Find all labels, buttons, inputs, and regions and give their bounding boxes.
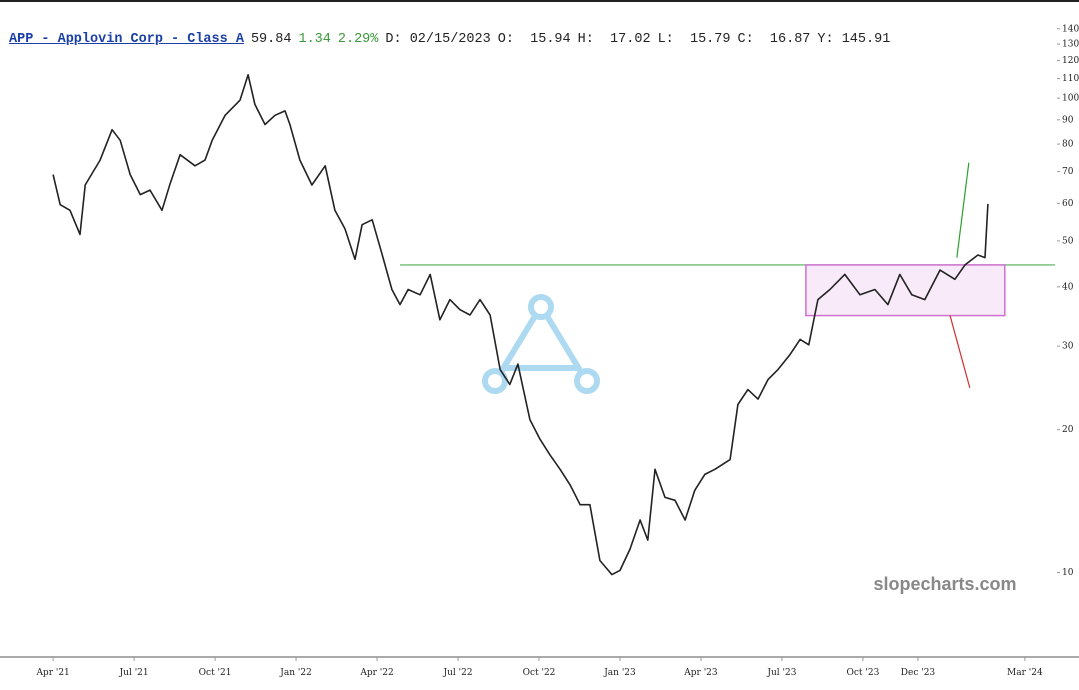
y-tick-label: 80 (1062, 140, 1074, 150)
x-tick-label: Apr '22 (359, 668, 393, 678)
range-box (805, 264, 1006, 317)
y-tick-label: 140 (1062, 24, 1079, 34)
watermark: slopecharts.com (873, 574, 1016, 594)
date: D: 02/15/2023 (385, 32, 491, 47)
y-tick-label: 90 (1062, 115, 1074, 125)
x-tick-label: Dec '23 (901, 668, 936, 678)
x-tick-label: Jul '21 (119, 668, 149, 678)
x-tick-label: Jan '22 (279, 668, 312, 678)
trend-line (949, 315, 971, 389)
x-tick-label: Oct '23 (847, 668, 880, 678)
change-pct: 2.29% (337, 32, 379, 47)
volume: Y: 145.91 (817, 32, 891, 47)
low: L: 15.79 (657, 32, 731, 47)
open: O: 15.94 (497, 32, 571, 47)
y-tick-label: 70 (1062, 167, 1074, 177)
change: 1.34 (298, 32, 331, 47)
x-tick-label: Jul '22 (442, 668, 472, 678)
y-tick-label: 50 (1062, 236, 1074, 246)
x-tick-label: Oct '22 (523, 668, 556, 678)
x-tick-label: Apr '21 (35, 668, 69, 678)
y-tick-label: 40 (1062, 282, 1074, 292)
logo (482, 294, 600, 394)
x-tick-label: Mar '24 (1007, 668, 1043, 678)
y-tick-label: 130 (1062, 40, 1079, 50)
x-tick-label: Oct '21 (199, 668, 232, 678)
x-tick-label: Jan '23 (603, 668, 636, 678)
high: H: 17.02 (577, 32, 651, 47)
header: APP - Applovin Corp - Class A 59.84 1.34 2.… (9, 32, 897, 47)
price-line (52, 74, 989, 576)
y-tick-label: 120 (1062, 56, 1079, 66)
y-tick-label: 60 (1062, 199, 1074, 209)
y-tick-label: 30 (1062, 342, 1074, 352)
y-tick-label: 100 (1062, 94, 1079, 104)
x-tick-label: Apr '23 (683, 668, 718, 678)
last-price: 59.84 (250, 32, 292, 47)
y-tick-label: 110 (1062, 74, 1079, 84)
y-tick-label: 20 (1062, 425, 1074, 435)
x-tick-label: Jul '23 (766, 668, 796, 678)
trend-line (956, 162, 970, 258)
close: C: 16.87 (737, 32, 811, 47)
y-tick-label: 10 (1062, 568, 1074, 578)
symbol[interactable]: APP - Applovin Corp - Class A (9, 32, 244, 47)
